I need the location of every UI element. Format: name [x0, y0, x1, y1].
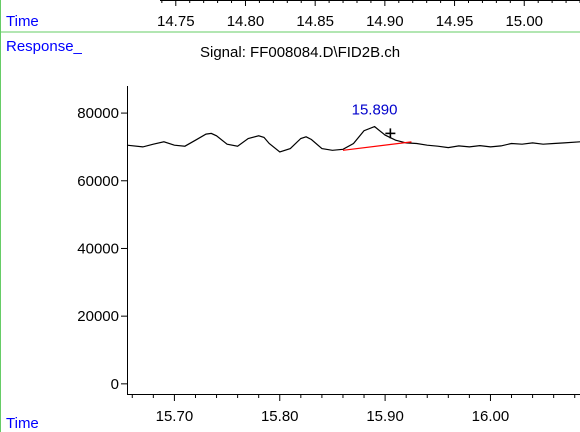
x-axis-ticks: 15.70 15.80 15.90 16.00	[131, 394, 576, 425]
y-tick-label: 80000	[77, 105, 119, 122]
top-axis-ticks: 14.75 14.80 14.85 14.90 14.95 15.00	[157, 0, 580, 30]
y-tick-label: 40000	[77, 240, 119, 257]
time-label-bottom: Time	[6, 415, 39, 432]
top-tick-label: 14.85	[296, 13, 334, 30]
y-axis-ticks: 0 20000 40000 60000 80000	[77, 105, 127, 393]
top-tick-label: 15.00	[505, 13, 543, 30]
response-axis-label: Response_	[6, 38, 83, 55]
peak-baseline-line	[342, 141, 412, 151]
x-tick-label: 16.00	[472, 408, 510, 425]
x-tick-label: 15.70	[156, 408, 194, 425]
top-tick-label: 14.95	[436, 13, 474, 30]
x-tick-label: 15.90	[366, 408, 404, 425]
y-tick-label: 20000	[77, 308, 119, 325]
x-tick-label: 15.80	[261, 408, 299, 425]
signal-trace-line	[126, 125, 580, 153]
y-tick-label: 60000	[77, 173, 119, 190]
top-tick-label: 14.80	[227, 13, 265, 30]
plot-area: 15.890	[126, 102, 580, 153]
y-tick-label: 0	[111, 376, 119, 393]
top-tick-label: 14.90	[366, 13, 404, 30]
top-tick-label: 14.75	[157, 13, 195, 30]
time-label-top: Time	[6, 13, 39, 30]
peak-label: 15.890	[352, 102, 398, 119]
signal-file-title: Signal: FF008084.D\FID2B.ch	[200, 44, 400, 61]
